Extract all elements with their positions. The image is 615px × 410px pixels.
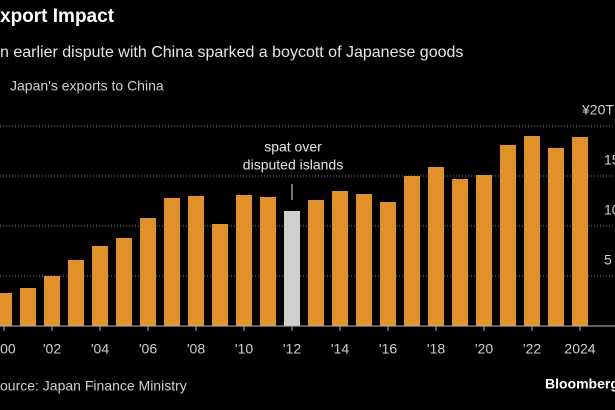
bar (452, 179, 468, 326)
x-tick-label: '18 (427, 341, 445, 357)
bar (524, 136, 540, 326)
x-tick-label: 000 (0, 341, 16, 357)
annotation: disputed islands (243, 157, 343, 173)
bar (548, 148, 564, 326)
bar (164, 198, 180, 326)
y-tick-label: 10 (604, 202, 615, 218)
chart-subtitle: n earlier dispute with China sparked a b… (0, 44, 463, 61)
legend-label: Japan's exports to China (10, 78, 164, 94)
bar (260, 197, 276, 326)
x-tick-label: '04 (91, 341, 109, 357)
bar (572, 137, 588, 326)
bar (332, 191, 348, 326)
bar (188, 196, 204, 326)
bar (308, 200, 324, 326)
bar (284, 211, 300, 326)
x-tick-label: '20 (475, 341, 493, 357)
annotation: spat over (264, 139, 322, 155)
bar (116, 238, 132, 326)
bar (428, 167, 444, 326)
bar (140, 218, 156, 326)
bar (20, 288, 36, 326)
source: ource: Japan Finance Ministry (0, 378, 187, 394)
x-tick-label: '12 (283, 341, 301, 357)
bar (92, 246, 108, 326)
bar (212, 224, 228, 326)
y-tick-label: 5 (604, 252, 612, 268)
x-tick-label: '10 (235, 341, 253, 357)
x-tick-label: '02 (43, 341, 61, 357)
bar (68, 260, 84, 326)
y-tick-label: 15 (604, 152, 615, 168)
bar (500, 145, 516, 326)
brand: Bloomberg (545, 376, 615, 392)
y-tick-label: ¥20T (581, 102, 614, 118)
bar (44, 276, 60, 326)
x-tick-label: '22 (523, 341, 541, 357)
x-tick-label: '08 (187, 341, 205, 357)
x-tick-label: 2024 (564, 341, 595, 357)
bar (356, 194, 372, 326)
bar (0, 293, 12, 326)
x-tick-label: '06 (139, 341, 157, 357)
bar (380, 202, 396, 326)
x-tick-label: '14 (331, 341, 349, 357)
chart-title: xport Impact (0, 6, 115, 27)
bar (404, 176, 420, 326)
bar (236, 195, 252, 326)
bar (476, 175, 492, 326)
x-tick-label: '16 (379, 341, 397, 357)
